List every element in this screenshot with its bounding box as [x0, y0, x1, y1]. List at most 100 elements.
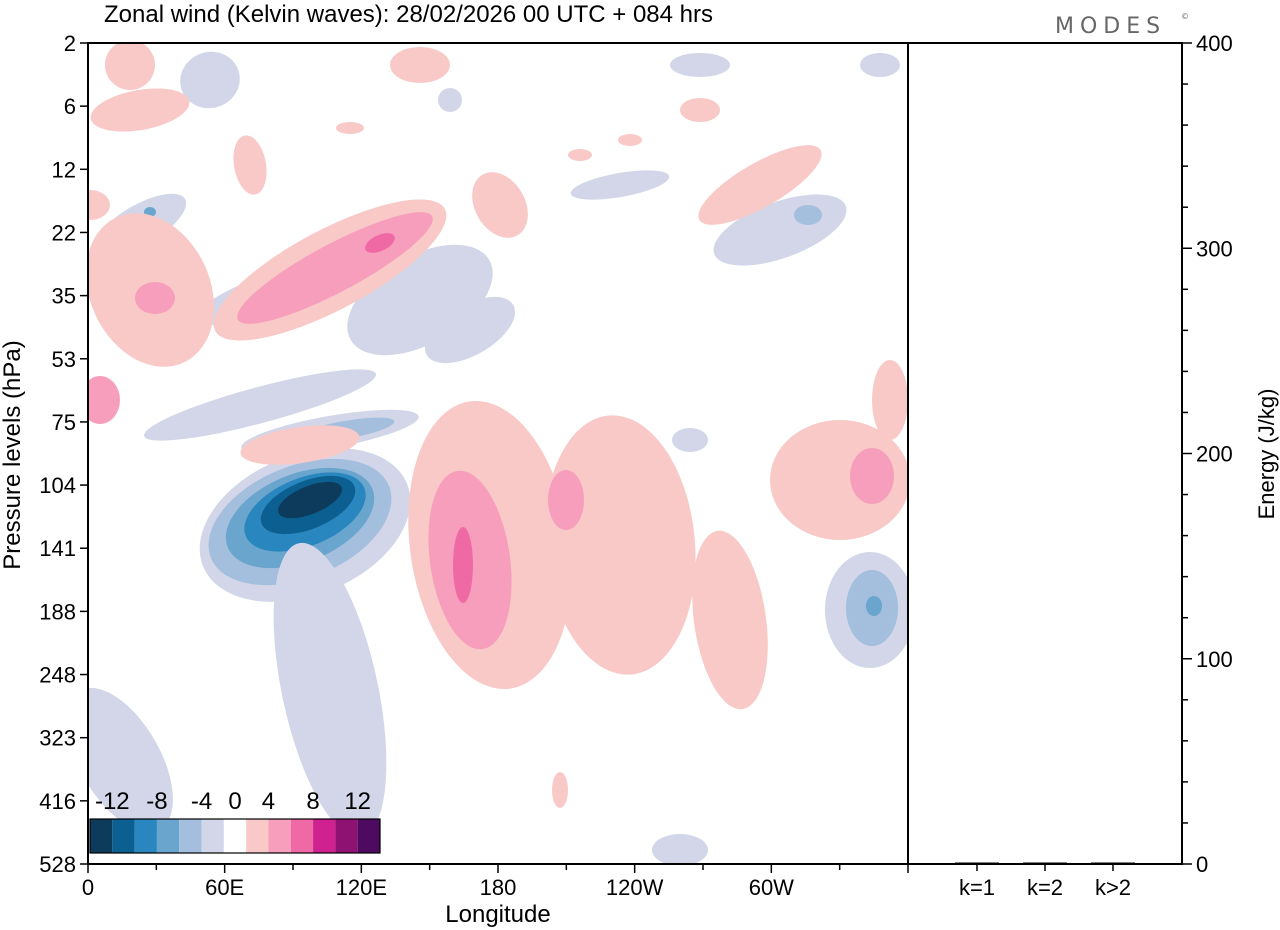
contour-patch: [472, 172, 528, 238]
contour-westerly-central-plume: [408, 400, 572, 690]
contour-patch: [618, 134, 642, 146]
energy-x-tick-label: k=2: [1027, 875, 1063, 900]
contour-patch: [866, 596, 882, 616]
colorbar-label: -8: [146, 788, 167, 815]
contour-patch: [570, 170, 670, 200]
contour-patch: [453, 527, 473, 603]
contour-patch: [278, 481, 342, 519]
colorbar-swatch: [313, 819, 336, 853]
y-tick-label: 248: [39, 663, 76, 688]
y-tick-label: 416: [39, 789, 76, 814]
energy-y-tick-label: 0: [1196, 852, 1208, 877]
y-tick-label: 188: [39, 599, 76, 624]
colorbar-label: -4: [191, 788, 212, 815]
contour-westerly-far-east-lower: [692, 360, 908, 710]
x-tick-label: 180: [480, 875, 517, 900]
colorbar-label: 0: [228, 788, 241, 815]
y-tick-label: 12: [52, 157, 76, 182]
y-tick-label: 2: [64, 31, 76, 56]
colorbar-swatch: [156, 819, 180, 853]
colorbar-swatch: [179, 819, 202, 853]
colorbar-swatch: [357, 819, 380, 853]
contour-patch: [860, 53, 900, 77]
x-tick-label: 120E: [336, 875, 387, 900]
contour-westerly-east-plume: [544, 415, 696, 675]
y-tick-label: 104: [39, 473, 76, 498]
wind-contour-field: [88, 43, 908, 864]
contour-westerly-tilted-band: [213, 199, 447, 341]
y-tick-label: 141: [39, 536, 76, 561]
y-tick-label: 323: [39, 726, 76, 751]
colorbar-swatch: [335, 819, 358, 853]
contour-westerly-upper-right: [472, 98, 822, 238]
contour-patch: [88, 376, 120, 424]
x-tick-label: 120W: [606, 875, 664, 900]
colorbar-label: -12: [95, 788, 130, 815]
colorbar: -12 -8 -4 0 4 8 12: [89, 788, 381, 854]
energy-y-tick-label: 200: [1196, 442, 1233, 467]
colorbar-swatch: [290, 819, 314, 853]
colorbar-swatch: [112, 819, 135, 853]
contour-westerly-upper-left: [88, 213, 215, 424]
energy-panel: 0 100 200 300 400 k=1 k=2 k>2: [907, 31, 1233, 900]
colorbar-swatch: [223, 819, 247, 853]
energy-x-tick-label: k=1: [959, 875, 995, 900]
contour-easterly-core: [199, 448, 411, 602]
contour-patch: [336, 122, 364, 134]
colorbar-label: 12: [344, 788, 371, 815]
colorbar-label: 8: [306, 788, 319, 815]
contour-westerly-far-east: [770, 420, 908, 540]
contour-patch: [850, 448, 894, 504]
contour-patch: [240, 425, 360, 465]
y-tick-label: 22: [52, 220, 76, 245]
contour-patch: [548, 470, 584, 530]
contour-patch: [568, 149, 592, 161]
energy-y-tick-label: 300: [1196, 236, 1233, 261]
x-tick-label: 0: [82, 875, 94, 900]
energy-bar-k-gt-2: [1091, 862, 1135, 864]
contour-patch: [680, 98, 720, 122]
colorbar-swatch: [268, 819, 291, 853]
contour-patch: [90, 88, 190, 132]
x-axis-label: Longitude: [445, 901, 550, 928]
y-tick-label: 6: [64, 94, 76, 119]
chart-title: Zonal wind (Kelvin waves): 28/02/2026 00…: [104, 1, 713, 28]
x-tick-label: 60E: [205, 875, 244, 900]
y-axis-label: Pressure levels (hPa): [0, 340, 26, 569]
contour-westerly-mid-left: [88, 88, 360, 465]
y-tick-label: 528: [39, 852, 76, 877]
contour-patch: [424, 296, 516, 364]
contour-patch: [692, 530, 768, 710]
contour-patch: [652, 834, 708, 864]
contour-easterly-lower-drape: [88, 542, 708, 864]
contour-patch: [552, 772, 568, 808]
energy-axis-label: Energy (J/kg): [1254, 389, 1279, 520]
contour-patch: [794, 205, 822, 225]
contour-patch: [670, 53, 730, 77]
contour-patch: [105, 43, 155, 90]
contour-easterly-top-row: [180, 51, 900, 452]
contour-patch: [135, 282, 175, 314]
colorbar-swatch: [246, 819, 269, 853]
contour-patch: [438, 88, 462, 112]
contour-patch: [88, 687, 173, 833]
contour-patch: [698, 145, 822, 225]
contour-patch: [273, 542, 387, 838]
colorbar-swatch: [201, 819, 224, 853]
contour-patch: [650, 623, 660, 647]
contour-patch: [390, 47, 450, 83]
colorbar-frame: [89, 818, 381, 854]
energy-y-tick-label: 100: [1196, 647, 1233, 672]
y-tick-label: 53: [52, 347, 76, 372]
contour-patch: [365, 233, 395, 253]
x-tick-label: 60W: [749, 875, 794, 900]
y-tick-label: 75: [52, 410, 76, 435]
contour-westerly-top-row: [105, 43, 660, 808]
contour-patch: [233, 135, 267, 195]
contour-patch: [143, 369, 377, 441]
energy-plot-frame: [907, 42, 1183, 865]
energy-bar-k-eq-1: [955, 862, 999, 864]
colorbar-swatch: [90, 819, 113, 853]
contour-patch: [672, 428, 708, 452]
